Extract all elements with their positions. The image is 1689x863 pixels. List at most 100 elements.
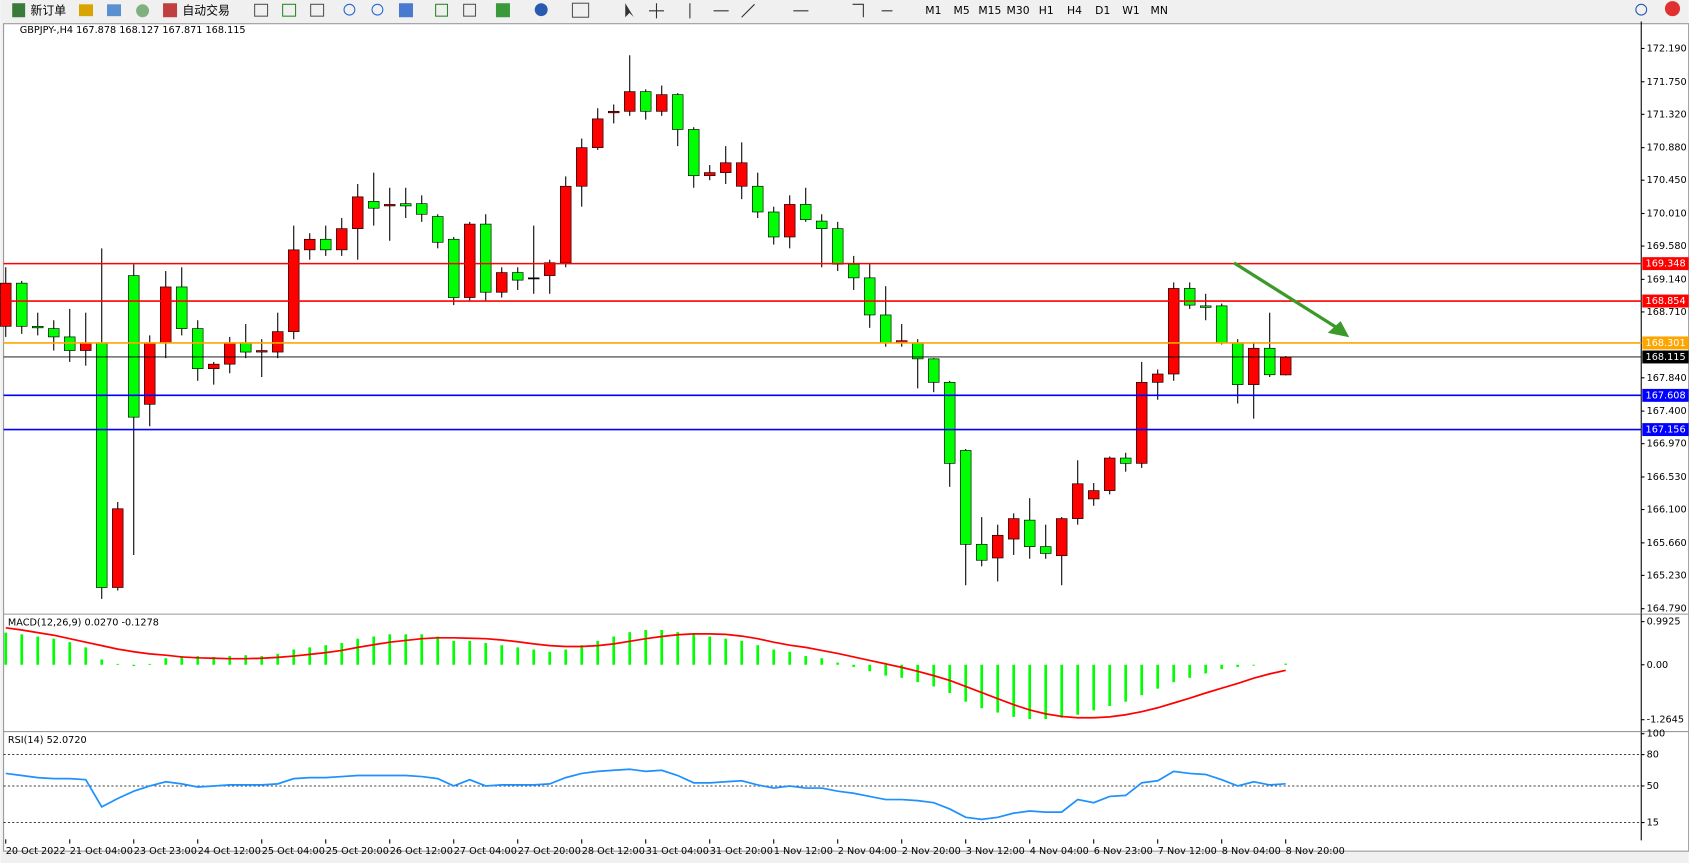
candle-body	[736, 162, 748, 187]
tool-icons	[254, 2, 893, 19]
timeframe-button[interactable]: W1	[1122, 4, 1140, 17]
panel-title: GBPJPY-,H4 167.878 168.127 167.871 168.1…	[20, 25, 246, 36]
timeframe-button[interactable]: M15	[978, 4, 1001, 17]
candle-body	[768, 211, 780, 238]
timeframe-button[interactable]: M5	[954, 4, 970, 17]
candle-body	[48, 328, 60, 338]
candle-body	[688, 129, 700, 176]
candle-body	[1039, 546, 1052, 554]
icon[interactable]	[571, 2, 590, 18]
price-tag-label: 168.301	[1646, 338, 1686, 349]
notification-badge[interactable]	[1664, 1, 1681, 17]
candle-body	[464, 223, 476, 298]
x-tick-label: 8 Nov 20:00	[1286, 846, 1345, 857]
candle-body	[1247, 347, 1260, 385]
candle-body	[336, 228, 348, 251]
candle-body	[160, 286, 172, 344]
candle-body	[544, 262, 556, 276]
candle-body	[256, 350, 268, 353]
timeframe-button[interactable]: M1	[925, 4, 941, 17]
candle-body	[96, 342, 108, 588]
indicator-line	[5, 626, 1286, 719]
icon[interactable]	[136, 4, 150, 18]
price-tag	[1642, 350, 1689, 364]
search-icon[interactable]	[1635, 3, 1648, 16]
timeframe-button[interactable]: M30	[1007, 4, 1030, 17]
x-tick-label: 2 Nov 20:00	[902, 846, 961, 857]
icon[interactable]	[435, 3, 449, 17]
candle-body	[576, 147, 588, 187]
candle-body	[176, 286, 188, 329]
y-tick-label: 167.840	[1647, 373, 1687, 384]
price-tag-label: 169.348	[1646, 259, 1686, 270]
candle-body	[112, 508, 124, 588]
new-order-button[interactable]: 新订单	[12, 3, 66, 17]
candle-body	[1215, 305, 1228, 344]
x-tick-label: 7 Nov 12:00	[1158, 846, 1217, 857]
icon[interactable]	[689, 3, 755, 19]
candle-body	[880, 314, 892, 344]
icon[interactable]	[254, 3, 269, 17]
icon[interactable]	[107, 4, 122, 17]
candle-body	[208, 363, 220, 370]
timeframe-bar: M1 M5 M15 M30 H1 H4 D1 W1 MN	[925, 4, 1168, 17]
candle-body	[1023, 519, 1036, 547]
candle-body	[416, 203, 428, 215]
candle-body	[32, 325, 44, 329]
icon[interactable]	[793, 3, 893, 18]
price-tag	[1642, 388, 1689, 402]
plot: GBPJPY-,H4 167.878 168.127 167.871 168.1…	[0, 21, 1689, 857]
y-tick-label: 166.100	[1647, 505, 1687, 516]
x-tick-label: 4 Nov 04:00	[1030, 846, 1089, 857]
timeframe-button[interactable]: H1	[1039, 4, 1054, 17]
icon[interactable]	[79, 4, 94, 17]
candle-body	[1119, 457, 1132, 464]
candle-body	[848, 263, 860, 279]
candle-body	[592, 118, 604, 148]
candle-body	[128, 275, 140, 418]
icon[interactable]	[282, 3, 297, 17]
candle-body	[959, 450, 972, 545]
panel-title: RSI(14) 52.0720	[8, 735, 87, 746]
candle-body	[1135, 382, 1148, 464]
x-tick-label: 24 Oct 12:00	[198, 846, 261, 857]
y-tick-label: 165.230	[1647, 570, 1687, 581]
timeframe-button[interactable]: D1	[1095, 4, 1110, 17]
y-tick-label: 166.530	[1647, 472, 1687, 483]
candle-body	[1231, 342, 1244, 385]
candle-body	[800, 204, 812, 220]
candle-body	[1183, 288, 1196, 306]
icon[interactable]	[534, 3, 548, 17]
candle-body	[400, 203, 412, 207]
icon[interactable]	[495, 3, 510, 18]
candle-body	[272, 331, 284, 353]
price-tag-label: 167.156	[1646, 425, 1686, 436]
y-tick-label: -1.2645	[1647, 715, 1684, 726]
icon[interactable]	[398, 3, 413, 18]
icon[interactable]	[463, 3, 477, 17]
candle-body	[480, 223, 492, 293]
candle-body	[672, 94, 684, 130]
auto-trading-label: 自动交易	[182, 3, 229, 17]
candle-body	[656, 94, 668, 112]
candle-body	[720, 162, 732, 173]
icon[interactable]	[371, 3, 384, 16]
x-tick-label: 25 Oct 20:00	[326, 846, 389, 857]
candle-body	[288, 249, 300, 332]
y-tick-label: 169.140	[1647, 274, 1687, 285]
price-tag-label: 168.854	[1646, 296, 1686, 307]
indicator-line	[5, 768, 1286, 821]
auto-trading-button[interactable]: 自动交易	[163, 3, 230, 17]
timeframe-button[interactable]: H4	[1067, 4, 1082, 17]
icon[interactable]	[343, 3, 356, 16]
y-tick-label: 171.750	[1647, 77, 1687, 88]
icon[interactable]	[648, 3, 665, 19]
price-tag	[1642, 336, 1689, 350]
candle-body	[640, 91, 652, 112]
y-tick-label: 165.660	[1647, 538, 1687, 549]
candle-body	[368, 201, 380, 209]
timeframe-button[interactable]: MN	[1151, 4, 1168, 17]
icon[interactable]	[310, 3, 325, 17]
icon[interactable]	[625, 3, 634, 18]
candle-body	[927, 358, 940, 383]
